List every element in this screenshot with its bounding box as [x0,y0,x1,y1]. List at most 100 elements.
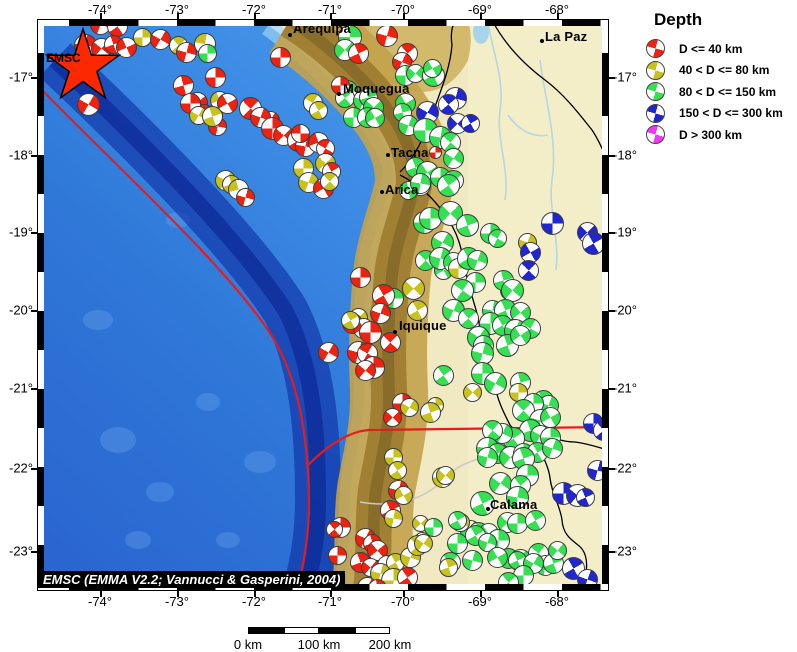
lat-label-left: -21° [9,380,33,396]
legend-item-label: D <= 40 km [679,41,743,56]
legend-item-label: 150 < D <= 300 km [679,106,783,121]
lat-label-left: -22° [9,460,33,476]
beachball [235,187,255,207]
lon-label-top: -71° [318,2,342,17]
lat-tick-right [608,232,615,234]
beachball [575,487,595,507]
map-canvas: EMSC EMSC (EMMA V2.2; Vannucci & Gasperi… [38,20,608,590]
lon-tick-top [480,13,482,20]
beachball [216,92,238,114]
legend-item: 150 < D <= 300 km [642,103,796,125]
beachball [201,105,223,127]
plate-boundary-lines [39,87,608,590]
lon-label-bottom: -73° [165,594,189,609]
legend-item: D > 300 km [642,124,796,146]
lon-tick-top [403,13,405,20]
lon-tick-top [330,13,332,20]
beachball-legend-icon [646,103,665,123]
city-dot [540,39,544,43]
city-dot [386,153,390,157]
beachball [379,331,401,353]
scale-bar-segment [248,627,284,634]
legend-title: Depth [654,10,703,29]
city-label: La Paz [545,29,588,44]
lon-tick-top [557,13,559,20]
beachball [541,437,563,459]
beachball [290,123,310,143]
lon-label-top: -74° [88,2,112,17]
beachball [460,113,480,133]
beachball [422,58,442,78]
lon-tick-bottom [480,590,482,597]
lon-tick-bottom [177,590,179,597]
beachball [325,520,343,538]
lat-tick-right [608,551,615,553]
lat-label-right: -19° [613,224,637,240]
lon-tick-bottom [403,590,405,597]
lon-tick-bottom [330,590,332,597]
beachball [347,42,369,64]
beachball [457,307,479,329]
beachball [547,540,567,560]
beachball [354,359,376,381]
lon-label-bottom: -69° [468,594,492,609]
beachball [483,371,507,395]
attribution-bar: EMSC (EMMA V2.2; Vannucci & Gasperini, 2… [38,571,346,588]
beachball [319,171,339,191]
beachball [437,93,459,115]
lat-label-right: -20° [613,302,637,318]
star-label: EMSC [46,51,81,65]
lon-tick-top [177,13,179,20]
lon-label-top: -73° [165,2,189,17]
lon-label-bottom: -71° [318,594,342,609]
rivers [487,21,558,271]
beachball [486,546,508,568]
legend-item: D <= 40 km [642,38,796,60]
andes-crest [286,20,421,590]
beachball [428,145,442,159]
lake-titicaca [473,20,489,44]
beachball [197,43,217,63]
city-label: Tacna [391,145,429,160]
beachball [466,249,488,271]
beachball [327,545,347,565]
trench-axis [49,54,327,590]
city-dot [486,507,490,511]
beachball-legend-icon [646,39,665,59]
lat-tick-left [31,388,38,390]
legend-rows: D <= 40 km 40 < D <= 80 km 80 < D <= 150 k… [642,38,796,146]
beachball [442,147,464,169]
beachball [308,100,328,120]
lat-tick-left [31,77,38,79]
city-dot [393,330,397,334]
beachball [349,266,371,288]
beachball [269,46,291,68]
lat-tick-left [31,468,38,470]
beachball [409,172,431,194]
beachball [382,407,402,427]
legend-item-label: 80 < D <= 150 km [679,84,777,99]
city-dot [337,92,341,96]
lat-tick-right [608,155,615,157]
beachball [399,397,419,417]
lon-label-top: -70° [391,2,415,17]
beachball [469,490,495,516]
lon-tick-bottom [557,590,559,597]
lat-tick-left [31,310,38,312]
legend-item-label: 40 < D <= 80 km [679,63,770,78]
lon-tick-bottom [254,590,256,597]
lat-tick-right [608,310,615,312]
lon-label-bottom: -72° [242,594,266,609]
beachball [509,324,531,346]
beachball [413,533,433,553]
scale-bar-segment [354,627,390,634]
scale-bar-label: 0 km [233,637,263,652]
beachball-legend-icon [646,82,665,102]
beachball [76,92,100,116]
legend-item-label: D > 300 km [679,127,743,142]
lat-tick-left [31,551,38,553]
beachball [423,517,443,537]
lat-label-left: -18° [9,147,33,163]
frame-band-right [602,20,608,590]
